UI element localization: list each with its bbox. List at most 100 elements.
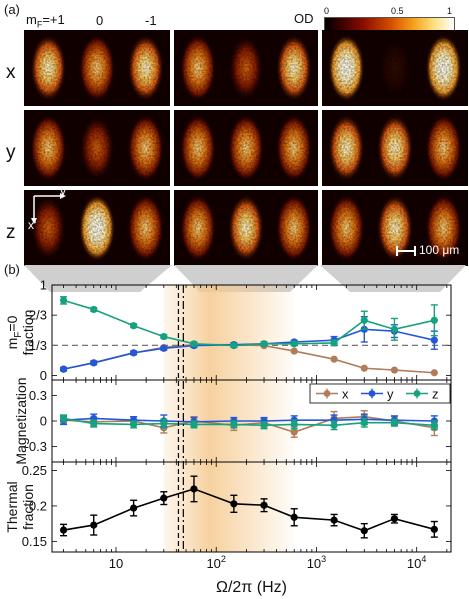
scalebar-tick-left [396, 246, 398, 256]
data-point-y [90, 359, 98, 367]
cloud-grain [229, 196, 263, 260]
cloud-grain [31, 116, 66, 180]
data-point-z [330, 339, 338, 347]
row-label-y: y [6, 142, 16, 163]
cloud-grain [378, 196, 412, 260]
y-tick-label: 0.25 [22, 463, 47, 478]
data-point-thermal [360, 527, 368, 535]
y-tick-label: 0 [40, 414, 47, 429]
data-point-thermal [59, 526, 68, 534]
data-point-z [90, 305, 98, 314]
y-tick-label: 0 [40, 368, 47, 383]
axes-inset [31, 193, 66, 224]
colorbar-title: OD [294, 11, 314, 26]
cloud-grain [426, 116, 461, 180]
mf-symbol: m [26, 12, 37, 27]
data-point-z [290, 420, 298, 429]
data-point-z [230, 420, 238, 429]
panel-a-label: (a) [4, 2, 20, 17]
data-point-y [430, 336, 438, 344]
mf-plus1-label: mF=+1 [26, 12, 65, 30]
data-point-x [290, 347, 298, 355]
data-point-z [430, 316, 438, 324]
cloud-grain [229, 36, 263, 100]
cloud-grain [229, 116, 263, 180]
cloud-grain [426, 36, 461, 100]
y-tick-label: 1/3 [29, 338, 47, 353]
legend-label-z: z [432, 387, 439, 402]
cloud-grain [378, 116, 412, 180]
mf-plus1-value: =+1 [42, 12, 65, 27]
cloud-grain [329, 116, 364, 180]
data-point-z [360, 316, 368, 324]
row-label-x: x [6, 62, 16, 83]
data-point-z [59, 296, 68, 304]
data-point-x [330, 355, 338, 363]
cloud-grain [277, 36, 311, 100]
mf-subscript: F [36, 19, 43, 30]
data-point-z [360, 419, 368, 427]
data-point-z [290, 340, 298, 348]
cloud-grain [426, 196, 461, 260]
legend-marker-z [413, 390, 421, 397]
shaded-band [163, 285, 295, 552]
data-point-z [59, 414, 68, 423]
plot-frame [51, 461, 452, 553]
series-line-y [63, 417, 435, 423]
y-axis-label: Thermal [4, 481, 20, 532]
cloud-grain [277, 196, 311, 260]
data-point-y [130, 349, 138, 357]
data-point-x [430, 369, 438, 377]
data-point-y [330, 416, 338, 424]
data-point-thermal [230, 500, 238, 508]
x-axis-label: Ω/2π (Hz) [216, 579, 287, 596]
data-point-thermal [290, 513, 298, 521]
y-tick-label: 0.15 [22, 534, 47, 549]
y-axis-label-line2: fraction [20, 310, 36, 356]
data-point-z [190, 340, 198, 348]
series-line-thermal [63, 488, 435, 532]
data-point-z [260, 421, 268, 429]
scalebar-line [396, 250, 416, 252]
data-point-thermal [90, 521, 98, 529]
x-tick-label: 103 [307, 554, 326, 571]
mf-minus1-label: -1 [145, 13, 157, 28]
data-point-z [430, 421, 438, 429]
data-point-thermal [390, 515, 399, 523]
data-point-z [90, 419, 98, 428]
x-tick-label: 10 [109, 556, 123, 571]
data-point-z [130, 322, 138, 330]
cloud-grain [80, 36, 114, 100]
data-point-x [390, 366, 399, 374]
data-point-thermal [430, 525, 438, 533]
inset-y-label: y' [60, 184, 69, 198]
cloud-grain [31, 36, 66, 100]
cloud-grain [277, 116, 311, 180]
data-point-z [190, 420, 198, 429]
data-point-z [390, 325, 399, 333]
data-point-z [390, 419, 399, 427]
colorbar-tick-0: 0 [324, 6, 330, 16]
data-point-x [360, 364, 368, 372]
data-point-thermal [330, 516, 338, 524]
series-line-z [63, 299, 435, 347]
series-line-x [63, 415, 435, 433]
cloud-grain [31, 196, 66, 260]
data-point-thermal [190, 485, 198, 493]
legend-marker-x [323, 390, 331, 397]
cloud-grain [128, 196, 163, 260]
data-point-y [160, 344, 168, 352]
legend-marker-y [368, 390, 376, 397]
x-tick-label: 104 [407, 554, 426, 571]
scalebar-label: 100 μm [419, 243, 460, 257]
y-tick-label: 2/3 [29, 308, 47, 323]
cloud-grain [80, 116, 114, 180]
y-axis-label: mF=0 [4, 315, 24, 349]
series-line-z [63, 417, 435, 427]
y-axis-label-line2: fraction [20, 484, 36, 530]
data-point-z [330, 421, 338, 429]
cloud-grain [128, 116, 163, 180]
cloud-grain [329, 36, 364, 100]
data-point-z [130, 420, 138, 429]
